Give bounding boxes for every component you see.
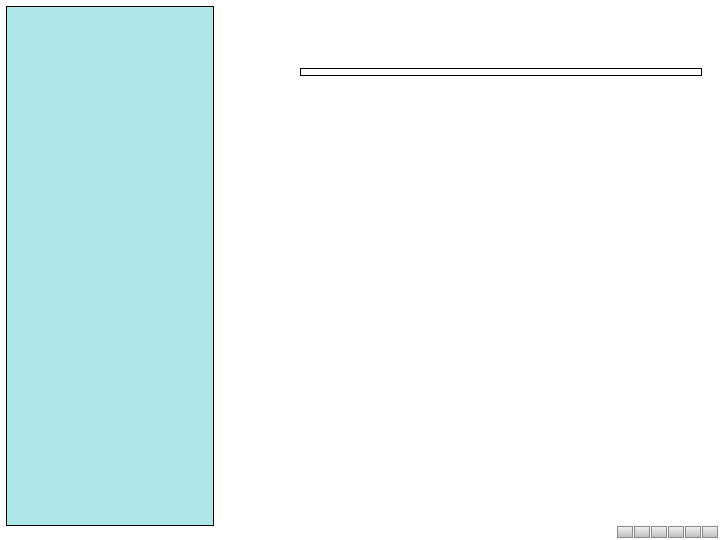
nav-next-icon[interactable]	[668, 526, 684, 538]
nav-stop-icon[interactable]	[702, 526, 718, 538]
steps-panel	[6, 6, 214, 526]
nav-home-icon[interactable]	[617, 526, 633, 538]
problem-box	[300, 68, 702, 76]
nav-strip	[617, 526, 718, 538]
ellipse-diagram	[235, 150, 705, 500]
nav-first-icon[interactable]	[634, 526, 650, 538]
nav-prev-icon[interactable]	[651, 526, 667, 538]
diagram-svg	[235, 150, 705, 500]
nav-last-icon[interactable]	[685, 526, 701, 538]
